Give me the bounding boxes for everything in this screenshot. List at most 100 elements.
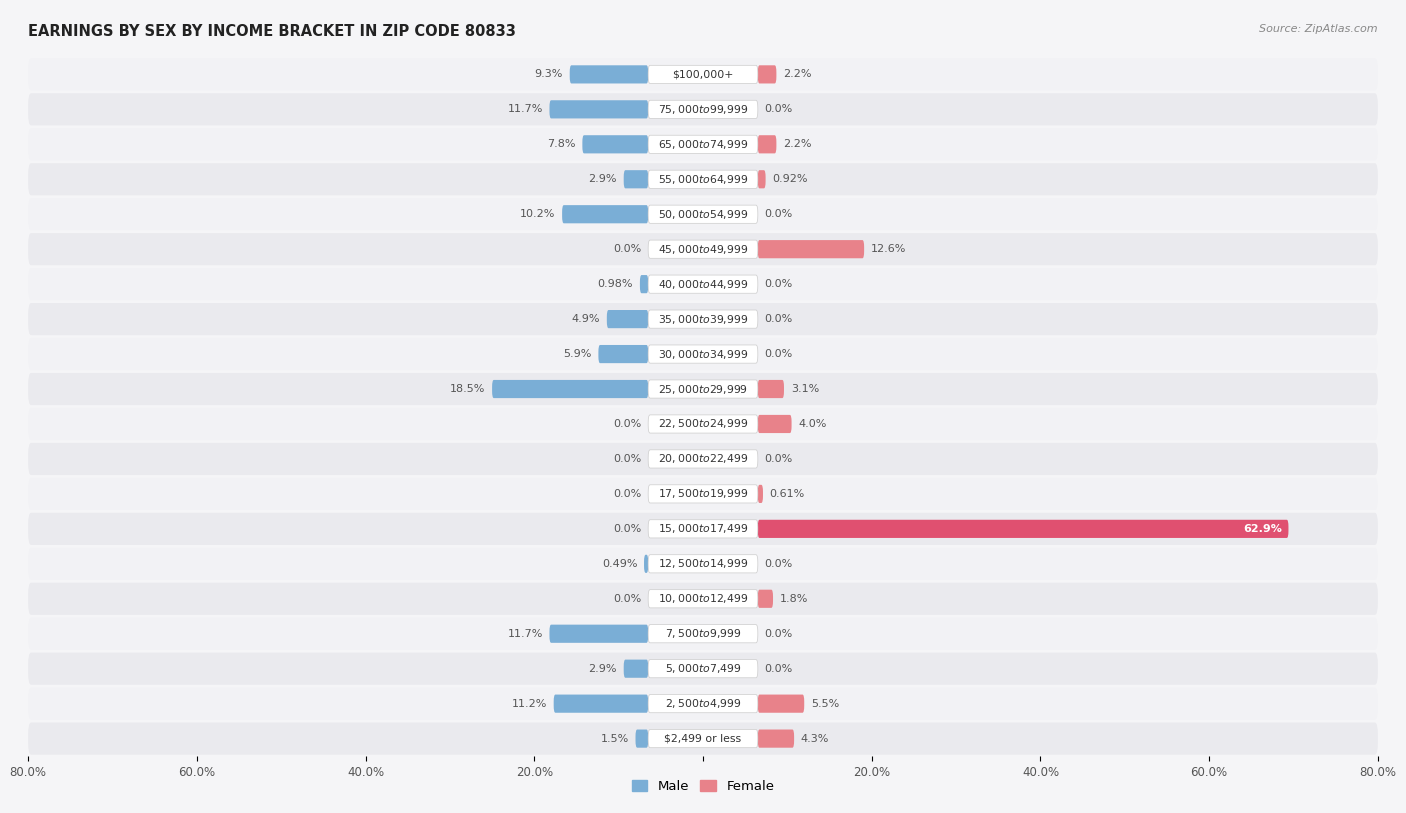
Text: $15,000 to $17,499: $15,000 to $17,499 (658, 523, 748, 535)
FancyBboxPatch shape (758, 485, 763, 503)
Text: $55,000 to $64,999: $55,000 to $64,999 (658, 173, 748, 185)
Text: 0.0%: 0.0% (613, 524, 641, 534)
FancyBboxPatch shape (28, 478, 1378, 510)
Text: $5,000 to $7,499: $5,000 to $7,499 (665, 663, 741, 675)
FancyBboxPatch shape (582, 135, 648, 154)
Text: 0.92%: 0.92% (772, 174, 808, 185)
Text: 0.49%: 0.49% (602, 559, 637, 569)
Text: 4.3%: 4.3% (801, 733, 830, 744)
FancyBboxPatch shape (28, 583, 1378, 615)
FancyBboxPatch shape (648, 589, 758, 608)
FancyBboxPatch shape (28, 59, 1378, 90)
Text: 0.0%: 0.0% (765, 209, 793, 220)
Text: $30,000 to $34,999: $30,000 to $34,999 (658, 348, 748, 360)
FancyBboxPatch shape (492, 380, 648, 398)
FancyBboxPatch shape (569, 65, 648, 84)
Text: 2.9%: 2.9% (589, 663, 617, 674)
FancyBboxPatch shape (28, 618, 1378, 650)
Text: $2,499 or less: $2,499 or less (665, 733, 741, 744)
Text: 11.2%: 11.2% (512, 698, 547, 709)
FancyBboxPatch shape (758, 415, 792, 433)
Text: $100,000+: $100,000+ (672, 69, 734, 80)
FancyBboxPatch shape (648, 520, 758, 538)
Text: 0.0%: 0.0% (765, 349, 793, 359)
FancyBboxPatch shape (28, 128, 1378, 160)
FancyBboxPatch shape (648, 659, 758, 678)
FancyBboxPatch shape (28, 723, 1378, 754)
FancyBboxPatch shape (758, 170, 766, 189)
FancyBboxPatch shape (28, 373, 1378, 405)
FancyBboxPatch shape (758, 380, 785, 398)
Text: 0.0%: 0.0% (613, 593, 641, 604)
FancyBboxPatch shape (648, 415, 758, 433)
Legend: Male, Female: Male, Female (626, 775, 780, 798)
Text: $75,000 to $99,999: $75,000 to $99,999 (658, 103, 748, 115)
Text: 0.0%: 0.0% (765, 314, 793, 324)
Text: 0.0%: 0.0% (765, 279, 793, 289)
FancyBboxPatch shape (648, 65, 758, 84)
FancyBboxPatch shape (758, 589, 773, 608)
FancyBboxPatch shape (648, 170, 758, 189)
Text: 2.2%: 2.2% (783, 69, 811, 80)
FancyBboxPatch shape (554, 694, 648, 713)
FancyBboxPatch shape (758, 694, 804, 713)
Text: EARNINGS BY SEX BY INCOME BRACKET IN ZIP CODE 80833: EARNINGS BY SEX BY INCOME BRACKET IN ZIP… (28, 24, 516, 39)
FancyBboxPatch shape (648, 205, 758, 224)
FancyBboxPatch shape (550, 100, 648, 119)
FancyBboxPatch shape (648, 100, 758, 119)
Text: 0.0%: 0.0% (613, 489, 641, 499)
FancyBboxPatch shape (648, 275, 758, 293)
FancyBboxPatch shape (28, 198, 1378, 230)
Text: 7.8%: 7.8% (547, 139, 575, 150)
FancyBboxPatch shape (28, 408, 1378, 440)
FancyBboxPatch shape (607, 310, 648, 328)
Text: 3.1%: 3.1% (790, 384, 818, 394)
FancyBboxPatch shape (648, 310, 758, 328)
FancyBboxPatch shape (640, 275, 648, 293)
FancyBboxPatch shape (599, 345, 648, 363)
Text: 0.0%: 0.0% (613, 454, 641, 464)
Text: Source: ZipAtlas.com: Source: ZipAtlas.com (1260, 24, 1378, 34)
Text: 2.9%: 2.9% (589, 174, 617, 185)
FancyBboxPatch shape (648, 554, 758, 573)
Text: 1.8%: 1.8% (780, 593, 808, 604)
FancyBboxPatch shape (648, 624, 758, 643)
FancyBboxPatch shape (28, 233, 1378, 265)
Text: 0.0%: 0.0% (765, 454, 793, 464)
Text: 2.2%: 2.2% (783, 139, 811, 150)
Text: 4.9%: 4.9% (572, 314, 600, 324)
FancyBboxPatch shape (28, 513, 1378, 545)
FancyBboxPatch shape (28, 653, 1378, 685)
FancyBboxPatch shape (28, 268, 1378, 300)
FancyBboxPatch shape (758, 135, 776, 154)
Text: 0.0%: 0.0% (765, 663, 793, 674)
FancyBboxPatch shape (758, 240, 865, 259)
Text: 11.7%: 11.7% (508, 628, 543, 639)
Text: 4.0%: 4.0% (799, 419, 827, 429)
FancyBboxPatch shape (28, 443, 1378, 475)
Text: $22,500 to $24,999: $22,500 to $24,999 (658, 418, 748, 430)
FancyBboxPatch shape (648, 485, 758, 503)
Text: 0.61%: 0.61% (769, 489, 806, 499)
FancyBboxPatch shape (624, 659, 648, 678)
Text: 0.98%: 0.98% (598, 279, 633, 289)
FancyBboxPatch shape (758, 729, 794, 748)
FancyBboxPatch shape (28, 688, 1378, 720)
Text: 1.5%: 1.5% (600, 733, 628, 744)
Text: 10.2%: 10.2% (520, 209, 555, 220)
Text: 12.6%: 12.6% (870, 244, 907, 254)
FancyBboxPatch shape (644, 554, 648, 573)
Text: $20,000 to $22,499: $20,000 to $22,499 (658, 453, 748, 465)
Text: $17,500 to $19,999: $17,500 to $19,999 (658, 488, 748, 500)
Text: 9.3%: 9.3% (534, 69, 562, 80)
Text: $45,000 to $49,999: $45,000 to $49,999 (658, 243, 748, 255)
Text: $2,500 to $4,999: $2,500 to $4,999 (665, 698, 741, 710)
FancyBboxPatch shape (648, 450, 758, 468)
Text: 0.0%: 0.0% (765, 559, 793, 569)
Text: $50,000 to $54,999: $50,000 to $54,999 (658, 208, 748, 220)
FancyBboxPatch shape (648, 380, 758, 398)
Text: $35,000 to $39,999: $35,000 to $39,999 (658, 313, 748, 325)
Text: 0.0%: 0.0% (765, 104, 793, 115)
Text: 0.0%: 0.0% (613, 244, 641, 254)
Text: $65,000 to $74,999: $65,000 to $74,999 (658, 138, 748, 150)
